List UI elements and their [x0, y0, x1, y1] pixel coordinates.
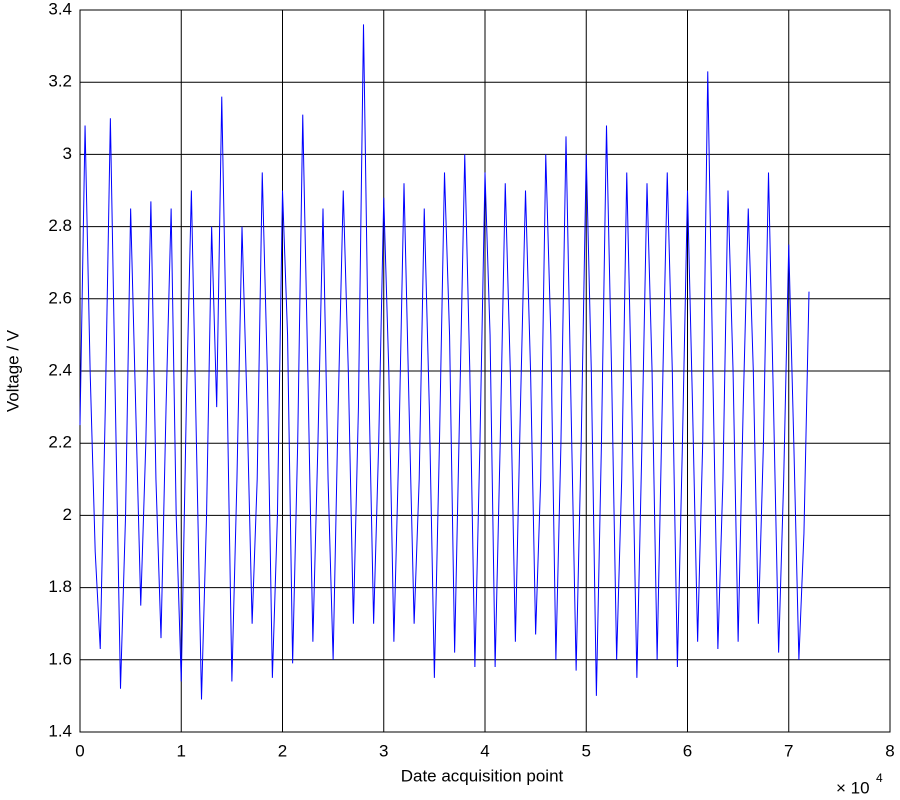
x-multiplier: × 10 — [836, 778, 870, 797]
x-tick-label: 0 — [75, 741, 84, 760]
data-line — [79, 24, 810, 700]
x-tick-label: 5 — [582, 741, 591, 760]
y-tick-label: 2.2 — [48, 433, 72, 452]
y-tick-label: 2.4 — [48, 360, 72, 379]
y-tick-label: 2.6 — [48, 288, 72, 307]
y-tick-label: 2.8 — [48, 216, 72, 235]
x-tick-label: 3 — [379, 741, 388, 760]
y-tick-label: 3 — [63, 144, 72, 163]
x-tick-label: 1 — [177, 741, 186, 760]
y-tick-label: 1.8 — [48, 577, 72, 596]
x-tick-label: 2 — [278, 741, 287, 760]
y-tick-label: 2 — [63, 505, 72, 524]
y-tick-label: 1.6 — [48, 649, 72, 668]
y-axis-label: Voltage / V — [3, 329, 22, 412]
x-tick-label: 4 — [480, 741, 489, 760]
x-tick-label: 7 — [784, 741, 793, 760]
y-tick-label: 3.4 — [48, 0, 72, 18]
x-multiplier-power: 4 — [876, 771, 883, 785]
x-axis-label: Date acquisition point — [401, 766, 564, 785]
y-tick-label: 3.2 — [48, 72, 72, 91]
y-tick-label: 1.4 — [48, 721, 72, 740]
x-tick-label: 6 — [683, 741, 692, 760]
x-tick-label: 8 — [885, 741, 894, 760]
